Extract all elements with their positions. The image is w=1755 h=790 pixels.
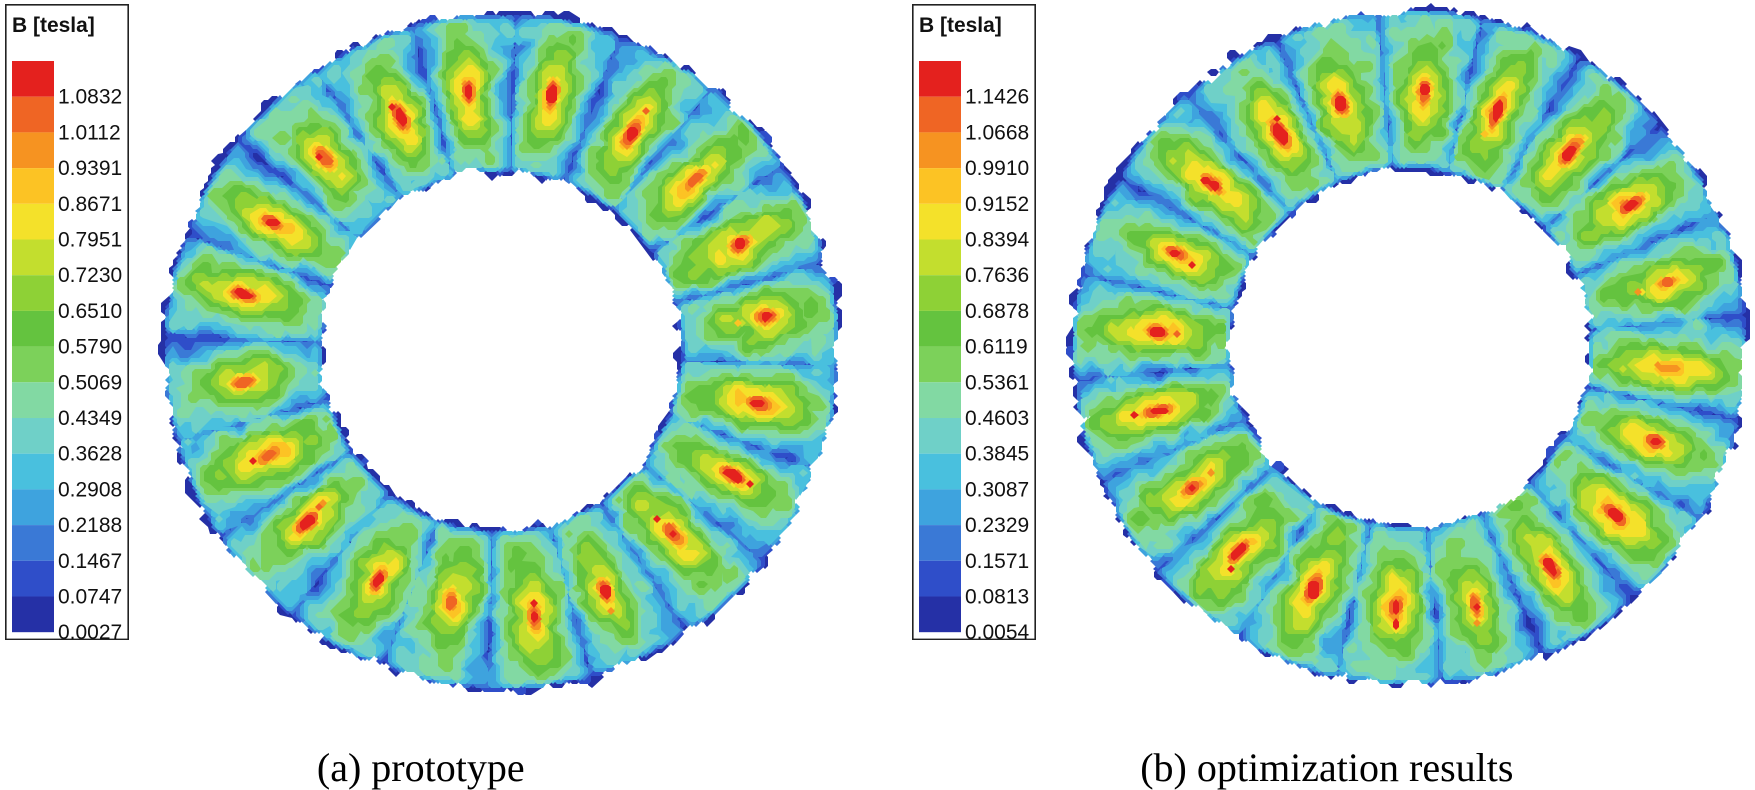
svg-text:1.0832: 1.0832: [58, 86, 122, 109]
svg-text:0.7951: 0.7951: [58, 228, 122, 251]
svg-text:0.1467: 0.1467: [58, 550, 122, 573]
svg-text:1.1426: 1.1426: [965, 86, 1029, 109]
svg-text:0.0813: 0.0813: [965, 585, 1029, 608]
svg-text:0.3087: 0.3087: [965, 478, 1029, 501]
svg-text:0.2908: 0.2908: [58, 478, 122, 501]
svg-text:0.9910: 0.9910: [965, 157, 1029, 180]
svg-text:0.4603: 0.4603: [965, 407, 1029, 430]
svg-text:0.5361: 0.5361: [965, 371, 1029, 394]
svg-text:0.6510: 0.6510: [58, 300, 122, 323]
svg-text:B [tesla]: B [tesla]: [919, 14, 1002, 37]
svg-text:0.9152: 0.9152: [965, 193, 1029, 216]
svg-text:0.1571: 0.1571: [965, 550, 1029, 573]
svg-text:0.8394: 0.8394: [965, 228, 1030, 251]
svg-text:0.8671: 0.8671: [58, 193, 122, 216]
svg-text:0.7230: 0.7230: [58, 264, 122, 287]
svg-text:0.6119: 0.6119: [965, 336, 1028, 359]
svg-text:0.5069: 0.5069: [58, 371, 122, 394]
svg-text:0.5790: 0.5790: [58, 336, 122, 359]
svg-text:0.2329: 0.2329: [965, 514, 1029, 537]
svg-text:0.3845: 0.3845: [965, 443, 1029, 466]
svg-text:0.4349: 0.4349: [58, 407, 122, 430]
svg-text:0.0054: 0.0054: [965, 621, 1030, 640]
svg-text:0.0747: 0.0747: [58, 585, 122, 608]
svg-text:0.0027: 0.0027: [58, 621, 122, 640]
svg-text:1.0668: 1.0668: [965, 121, 1029, 144]
svg-text:0.6878: 0.6878: [965, 300, 1029, 323]
svg-text:0.3628: 0.3628: [58, 443, 122, 466]
svg-text:B [tesla]: B [tesla]: [12, 14, 95, 37]
svg-text:0.2188: 0.2188: [58, 514, 122, 537]
svg-text:0.7636: 0.7636: [965, 264, 1029, 287]
svg-text:1.0112: 1.0112: [58, 121, 121, 144]
svg-text:0.9391: 0.9391: [58, 157, 122, 180]
